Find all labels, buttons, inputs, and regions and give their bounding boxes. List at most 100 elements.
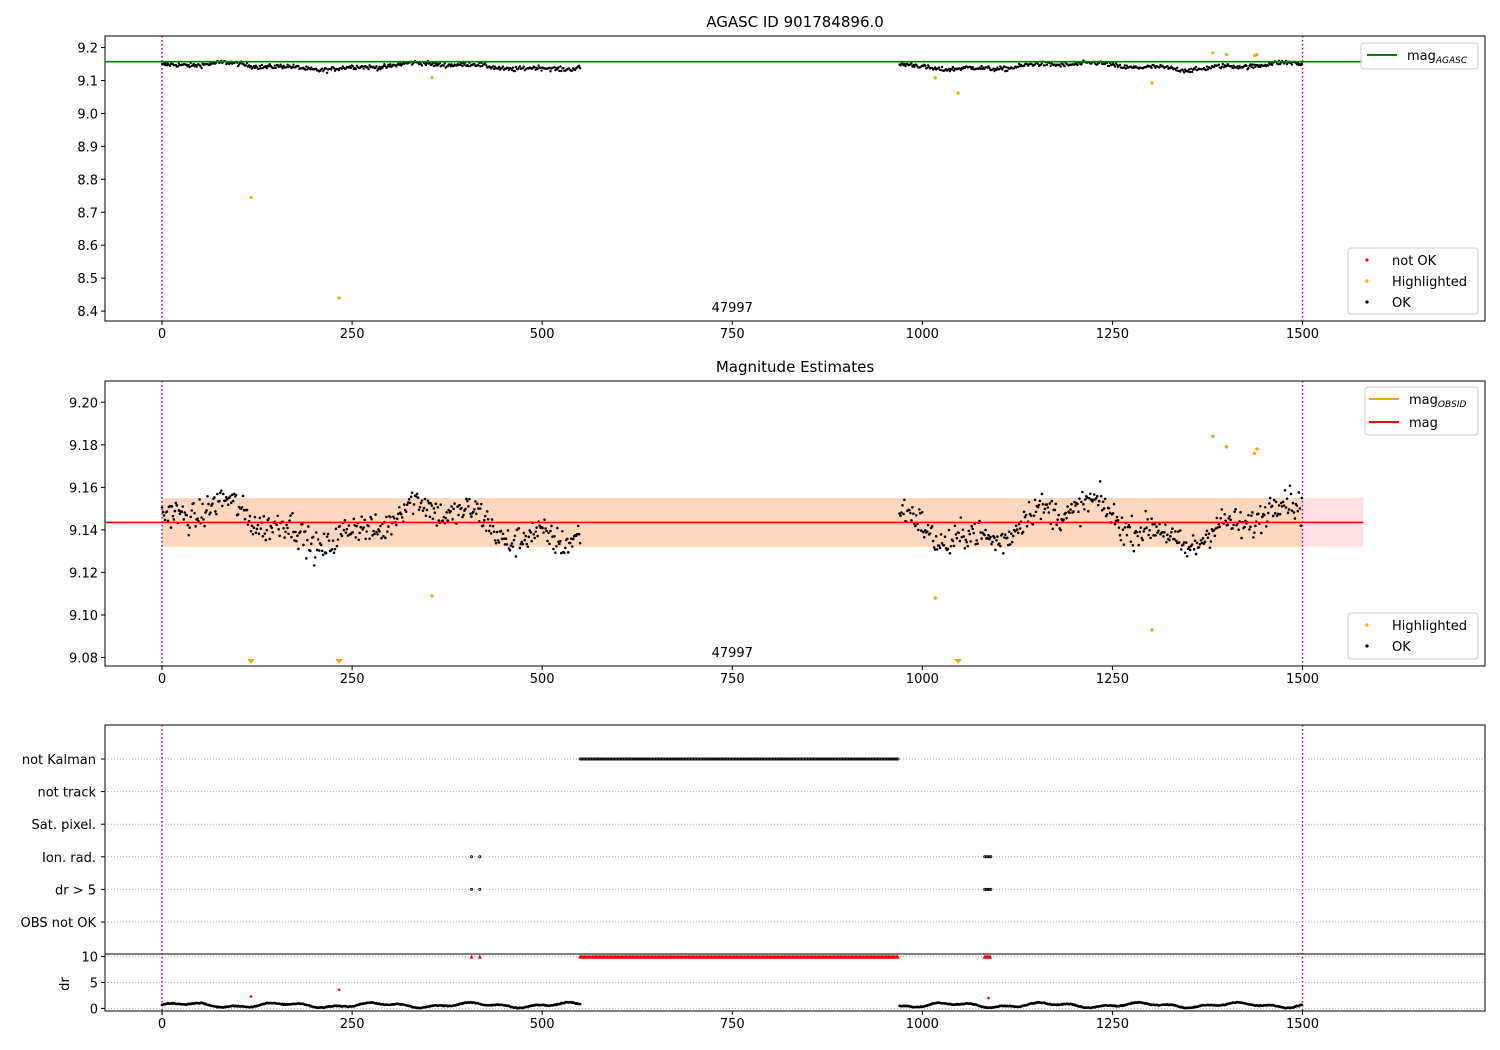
ok-point [933, 66, 937, 69]
ok-point [225, 497, 229, 501]
ok-point [248, 514, 252, 518]
ok-point [1136, 534, 1140, 538]
ok-point [446, 519, 449, 522]
ok-point [366, 66, 369, 69]
ok-point [387, 525, 390, 528]
flag-point [873, 757, 877, 761]
ok-point [228, 495, 232, 498]
highlighted-point [249, 195, 253, 200]
ok-point [899, 64, 902, 67]
ok-point [305, 557, 308, 560]
flag-point [610, 757, 614, 761]
flag-point [676, 757, 680, 761]
flag-point [758, 757, 762, 761]
flag-point [984, 887, 988, 891]
ok-point [256, 523, 260, 527]
legend-not-ok-label: not OK [1392, 254, 1437, 269]
ok-point [247, 64, 251, 67]
ok-point [163, 63, 167, 67]
ok-point [514, 555, 518, 558]
flag-point [838, 757, 842, 761]
flag-point [803, 757, 807, 761]
ok-point [494, 541, 498, 545]
flag-point [832, 757, 836, 761]
ok-point [388, 65, 391, 68]
ok-point [374, 66, 377, 70]
ok-point [173, 509, 177, 513]
dr-xtick-label: 1500 [1286, 1017, 1319, 1032]
ok-point [904, 64, 907, 68]
flag-point [669, 757, 673, 761]
ok-point [429, 501, 433, 505]
ok-point [196, 517, 199, 521]
ok-point [933, 548, 937, 551]
flag-point [683, 757, 687, 761]
flag-point [797, 757, 801, 761]
ok-point [1027, 500, 1031, 504]
ok-point [522, 65, 525, 68]
ok-point [329, 68, 333, 71]
flag-point [653, 757, 657, 761]
ok-point [1122, 543, 1126, 546]
ok-point [503, 543, 507, 546]
ok-point [950, 68, 954, 71]
ok-point [1069, 508, 1072, 511]
ok-point [1270, 504, 1274, 508]
ok-point [241, 494, 245, 498]
flag-label: dr > 5 [55, 883, 96, 898]
highlighted-point [430, 75, 434, 80]
ok-point [1266, 511, 1270, 515]
flag-point [764, 757, 768, 761]
ok-point [293, 539, 296, 542]
flag-point [762, 757, 766, 761]
ok-point [1154, 534, 1157, 537]
flag-point [723, 757, 727, 761]
ok-point [1098, 480, 1102, 483]
flag-point [875, 757, 879, 761]
ok-point [367, 68, 370, 71]
ok-point [1193, 68, 1197, 71]
ok-point [1212, 528, 1216, 532]
ok-point [529, 531, 533, 534]
flag-point [604, 757, 608, 761]
ok-point [1010, 540, 1014, 544]
ok-point [970, 525, 974, 528]
ok-point [548, 542, 551, 546]
ok-point [955, 536, 959, 540]
ok-point [979, 67, 982, 70]
ok-point [1280, 505, 1284, 508]
ok-point [174, 501, 178, 505]
ok-point [1270, 63, 1274, 67]
ok-point [192, 62, 195, 66]
ok-point [1092, 493, 1096, 496]
ok-point [345, 527, 349, 531]
flag-point [761, 757, 765, 761]
ok-point [1300, 496, 1304, 500]
ok-point [1295, 504, 1299, 507]
ok-point [935, 548, 939, 551]
flag-point [852, 757, 856, 761]
ok-point [1153, 522, 1156, 526]
ok-point [253, 515, 257, 519]
ok-point [270, 526, 274, 530]
flag-point [825, 757, 829, 761]
ok-point [954, 533, 958, 536]
flag-point [715, 757, 719, 761]
ok-point [1043, 507, 1047, 511]
ok-point [371, 534, 374, 537]
flag-point [618, 757, 622, 761]
ok-point [517, 527, 521, 530]
ok-point [1015, 528, 1019, 531]
ok-point [369, 515, 372, 519]
estimates-xtick-label: 250 [340, 672, 365, 687]
ok-point [1157, 529, 1160, 532]
flag-point [603, 757, 607, 761]
flag-point [879, 757, 883, 761]
ok-point [252, 526, 256, 530]
ok-point [416, 496, 420, 499]
ok-point [385, 515, 388, 519]
ok-point [268, 537, 272, 541]
ok-point [910, 62, 913, 65]
highlighted-point [1150, 81, 1154, 85]
ok-point [362, 526, 365, 529]
